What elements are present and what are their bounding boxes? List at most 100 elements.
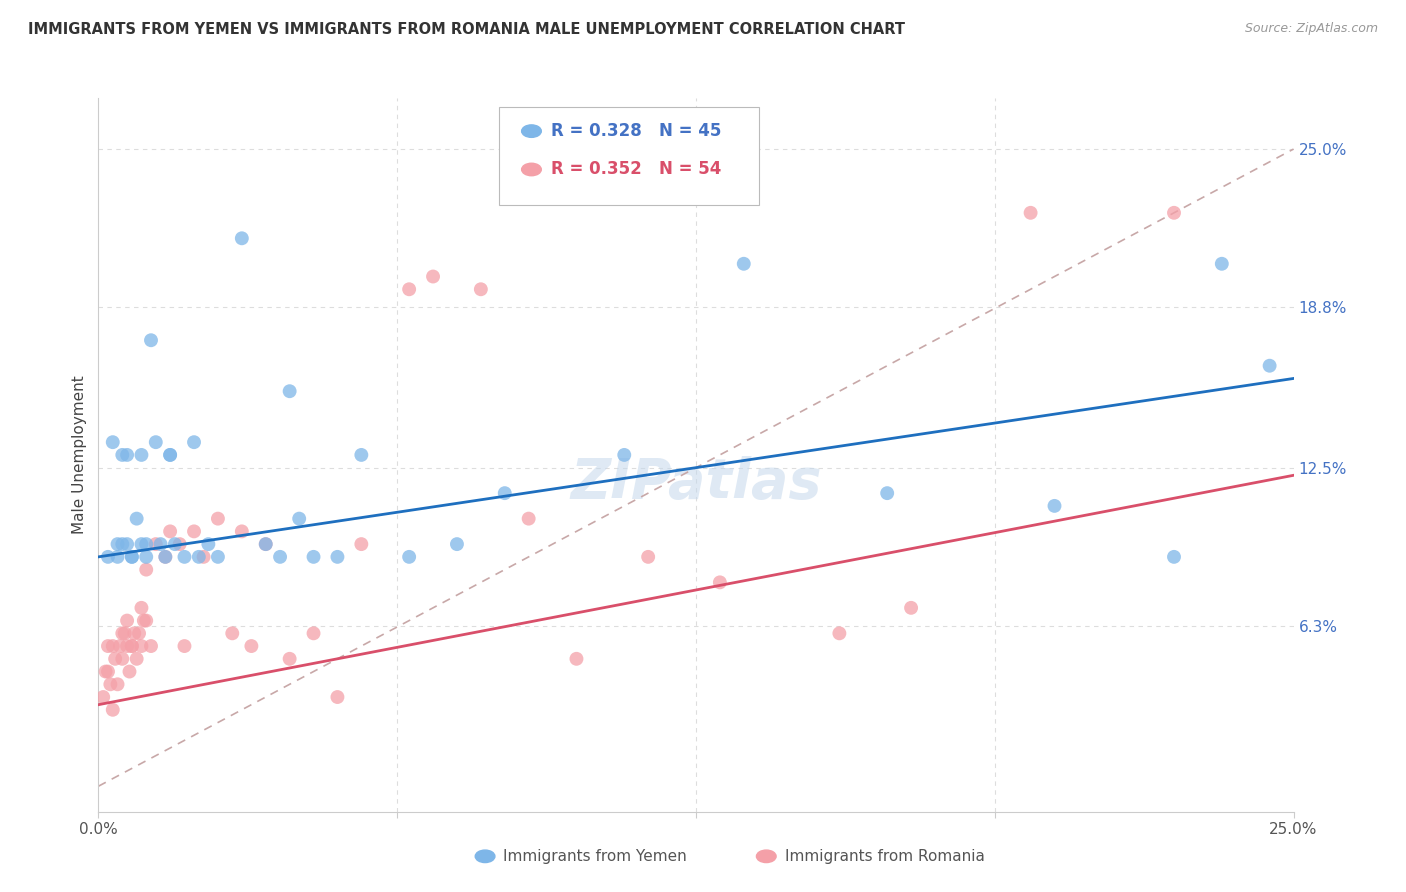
Point xyxy=(124,626,146,640)
Point xyxy=(828,626,851,640)
Point xyxy=(1163,206,1185,220)
Point xyxy=(183,524,205,539)
Point xyxy=(302,549,325,564)
Point xyxy=(240,639,263,653)
Point xyxy=(1163,549,1185,564)
Point xyxy=(101,435,124,450)
Point xyxy=(107,549,129,564)
Point xyxy=(1258,359,1281,373)
Point xyxy=(517,511,540,525)
Point xyxy=(173,639,195,653)
Text: R = 0.328   N = 45: R = 0.328 N = 45 xyxy=(551,122,721,140)
Point xyxy=(121,549,143,564)
Point xyxy=(709,575,731,590)
Point xyxy=(111,537,134,551)
Point xyxy=(135,563,157,577)
Point xyxy=(1019,206,1042,220)
Point xyxy=(125,511,148,525)
Point xyxy=(121,639,143,653)
Point xyxy=(149,537,172,551)
Text: Source: ZipAtlas.com: Source: ZipAtlas.com xyxy=(1244,22,1378,36)
Point xyxy=(254,537,277,551)
Point xyxy=(111,652,134,666)
Point xyxy=(97,665,120,679)
Point xyxy=(350,537,373,551)
Point xyxy=(350,448,373,462)
Point xyxy=(91,690,114,704)
Point xyxy=(169,537,191,551)
Y-axis label: Male Unemployment: Male Unemployment xyxy=(72,376,87,534)
Point xyxy=(231,524,253,539)
Point xyxy=(135,537,157,551)
Point xyxy=(115,614,138,628)
Point xyxy=(125,652,148,666)
Point xyxy=(94,665,117,679)
Point xyxy=(107,677,129,691)
Point xyxy=(139,333,162,347)
Point xyxy=(1043,499,1066,513)
Point xyxy=(145,537,167,551)
Point xyxy=(733,257,755,271)
Point xyxy=(637,549,659,564)
Point xyxy=(108,639,131,653)
Point xyxy=(131,448,153,462)
Point xyxy=(131,600,153,615)
Text: R = 0.352   N = 54: R = 0.352 N = 54 xyxy=(551,161,721,178)
Point xyxy=(139,639,162,653)
Point xyxy=(121,639,143,653)
Point xyxy=(183,435,205,450)
Point xyxy=(163,537,186,551)
Point xyxy=(326,690,349,704)
Point xyxy=(101,703,124,717)
Point xyxy=(111,448,134,462)
Point xyxy=(288,511,311,525)
Point xyxy=(114,626,136,640)
Point xyxy=(207,549,229,564)
Point xyxy=(326,549,349,564)
Point xyxy=(278,384,301,399)
Point xyxy=(187,549,209,564)
Point xyxy=(155,549,177,564)
Point xyxy=(98,677,122,691)
Text: IMMIGRANTS FROM YEMEN VS IMMIGRANTS FROM ROMANIA MALE UNEMPLOYMENT CORRELATION C: IMMIGRANTS FROM YEMEN VS IMMIGRANTS FROM… xyxy=(28,22,905,37)
Point xyxy=(613,448,636,462)
Point xyxy=(118,665,141,679)
Point xyxy=(254,537,277,551)
Text: Immigrants from Romania: Immigrants from Romania xyxy=(785,849,984,863)
Point xyxy=(115,537,138,551)
Point xyxy=(101,639,124,653)
Point xyxy=(173,549,195,564)
Point xyxy=(131,639,153,653)
Point xyxy=(145,435,167,450)
Point xyxy=(876,486,898,500)
Point xyxy=(159,524,181,539)
Point xyxy=(900,600,922,615)
Point xyxy=(97,549,120,564)
Point xyxy=(155,549,177,564)
Point xyxy=(107,537,129,551)
Point xyxy=(446,537,468,551)
Point xyxy=(135,549,157,564)
Point xyxy=(565,652,588,666)
Point xyxy=(135,614,157,628)
Point xyxy=(115,448,138,462)
Point xyxy=(128,626,150,640)
Point xyxy=(121,549,143,564)
Point xyxy=(494,486,516,500)
Point xyxy=(398,282,420,296)
Point xyxy=(193,549,215,564)
Point xyxy=(207,511,229,525)
Point xyxy=(302,626,325,640)
Point xyxy=(422,269,444,284)
Point xyxy=(231,231,253,245)
Text: ZIPatlas: ZIPatlas xyxy=(571,457,821,510)
Point xyxy=(197,537,219,551)
Point xyxy=(278,652,301,666)
Point xyxy=(159,448,181,462)
Point xyxy=(470,282,492,296)
Point xyxy=(111,626,134,640)
Point xyxy=(115,639,138,653)
Point xyxy=(269,549,291,564)
Text: Immigrants from Yemen: Immigrants from Yemen xyxy=(503,849,688,863)
Point xyxy=(398,549,420,564)
